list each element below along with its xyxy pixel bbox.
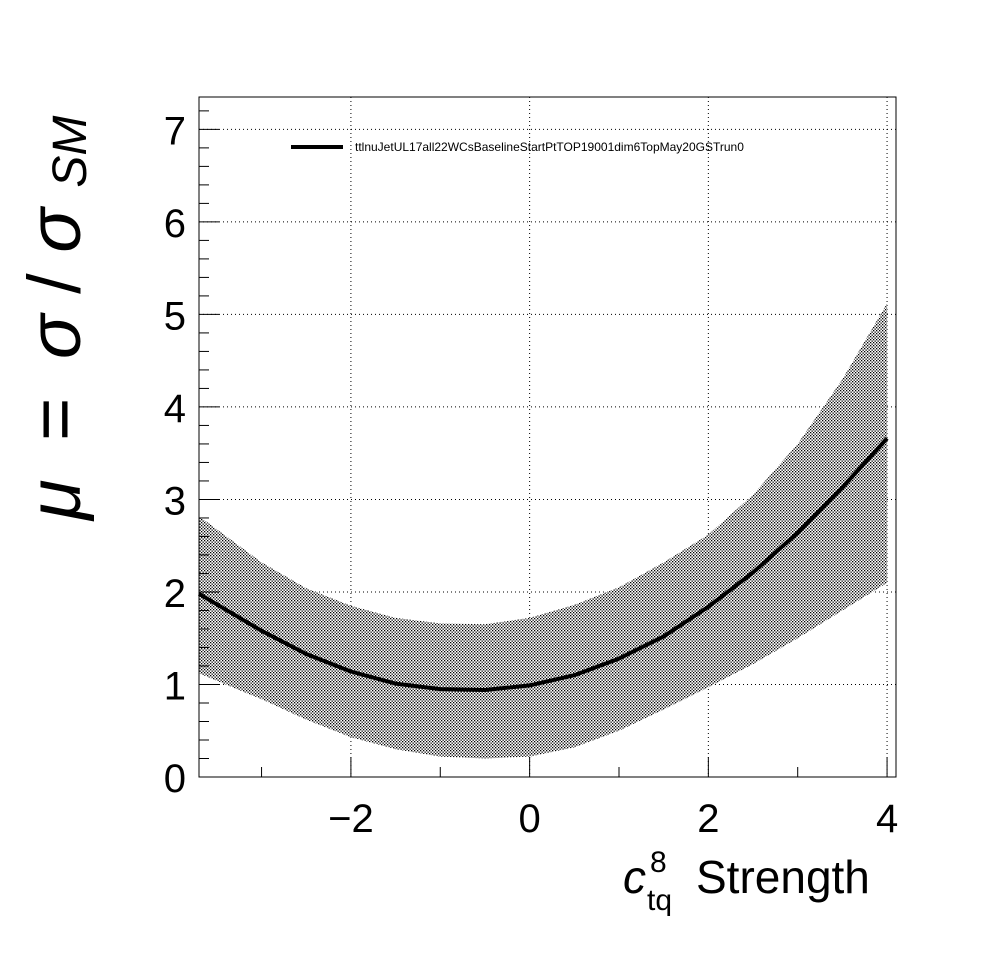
x-axis-subscript: tq <box>647 884 672 917</box>
y-axis-subscript: SM <box>44 116 97 188</box>
tick-labels: −2 0 2 4 0 1 2 3 4 5 6 7 <box>164 109 898 841</box>
legend-entry: ttlnuJetUL17all22WCsBaselineStartPtTOP19… <box>355 140 744 154</box>
y-tick-label: 0 <box>164 757 186 801</box>
y-axis-equals: = <box>13 398 96 441</box>
x-axis-superscript: 8 <box>650 846 667 879</box>
y-tick-label: 2 <box>164 572 186 616</box>
legend: ttlnuJetUL17all22WCsBaselineStartPtTOP19… <box>291 140 744 154</box>
svg-text:μ = σ /: μ = σ / σ SM <box>13 116 97 522</box>
y-axis-mu: μ <box>13 479 96 522</box>
y-axis-slash: / <box>13 273 96 294</box>
y-tick-label: 5 <box>164 294 186 338</box>
x-tick-label: 4 <box>876 797 898 841</box>
x-tick-label: 0 <box>519 797 541 841</box>
x-axis-text: Strength <box>696 851 870 903</box>
x-tick-label: −2 <box>328 797 374 841</box>
y-axis-title: μ = σ / σ SM <box>13 116 97 522</box>
series-line <box>197 437 889 692</box>
y-tick-label: 6 <box>164 202 186 246</box>
x-axis-title: c 8 tq Strength <box>623 846 870 917</box>
plot-frame-border <box>198 96 897 778</box>
y-tick-label: 7 <box>164 109 186 153</box>
x-axis-symbol: c <box>623 851 646 903</box>
uncertainty-band <box>199 303 888 759</box>
y-axis-sigma: σ <box>13 312 96 359</box>
y-tick-label: 3 <box>164 479 186 523</box>
x-tick-label: 2 <box>697 797 719 841</box>
axis-ticks <box>199 110 888 778</box>
y-tick-label: 1 <box>164 664 186 708</box>
y-axis-sigma-sm: σ <box>13 206 96 253</box>
y-tick-label: 4 <box>164 387 186 431</box>
